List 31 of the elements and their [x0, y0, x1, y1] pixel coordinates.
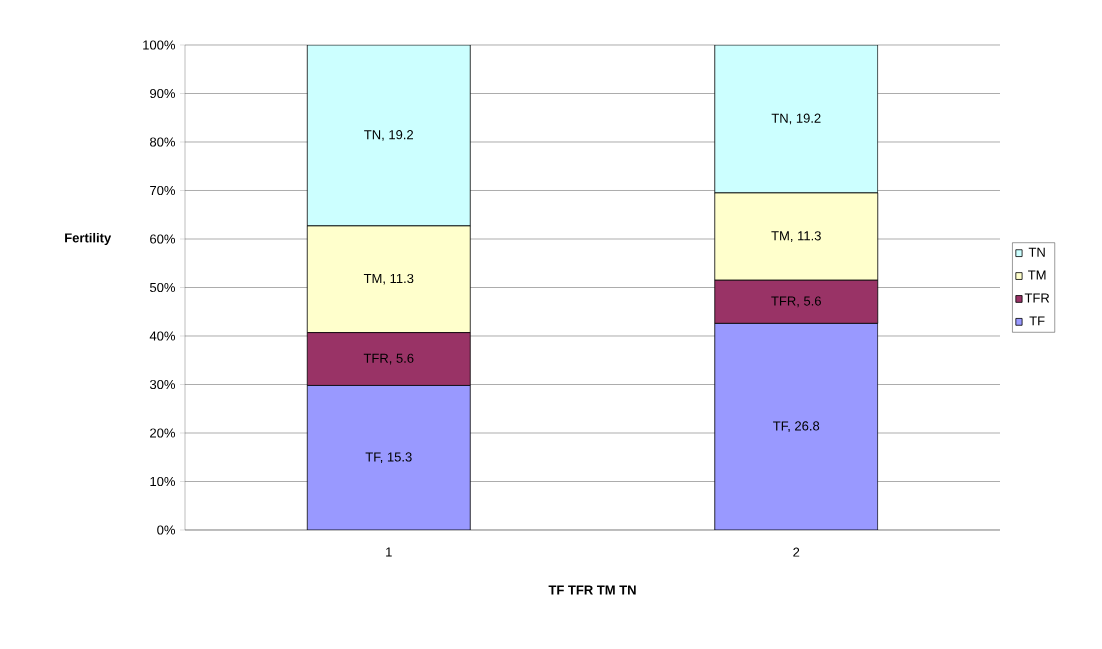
bar — [306, 385, 471, 530]
y-tick-label: 60% — [150, 234, 176, 244]
legend-label: TFR — [1024, 293, 1050, 303]
legend-label: TM — [1028, 270, 1046, 280]
bar — [714, 45, 879, 194]
x-axis-title: TF TFR TM TN — [548, 585, 636, 595]
annotation: TF, 15.3 — [365, 452, 412, 464]
x-tick-label: 1 — [386, 547, 392, 557]
annotation: TN, 19.2 — [771, 113, 821, 125]
legend-label: TN — [1028, 247, 1045, 257]
y-tick-label: 100% — [143, 40, 176, 50]
bar — [306, 45, 471, 227]
y-tick-label: 20% — [150, 428, 176, 438]
annotation: TN, 19.2 — [364, 130, 414, 141]
annotation: TF, 26.8 — [773, 421, 820, 433]
annotation: TM, 11.3 — [363, 273, 414, 285]
annotation: TM, 11.3 — [771, 231, 821, 242]
y-tick-label: 10% — [150, 476, 176, 487]
y-tick-label: 90% — [150, 88, 176, 99]
annotation: TFR, 5.6 — [363, 353, 414, 365]
annotation: TFR, 5.6 — [771, 296, 821, 308]
y-tick-label: 30% — [149, 379, 176, 390]
bar — [714, 322, 879, 530]
y-tick-label: 80% — [150, 137, 176, 147]
y-axis-title: Fertility — [65, 232, 112, 246]
y-tick-label: 70% — [150, 185, 176, 196]
x-tick-label: 2 — [793, 547, 800, 557]
y-tick-label: 50% — [149, 282, 176, 293]
legend-label: TF — [1029, 316, 1045, 326]
y-tick-label: 0% — [157, 525, 176, 535]
y-tick-label: 40% — [149, 331, 176, 341]
